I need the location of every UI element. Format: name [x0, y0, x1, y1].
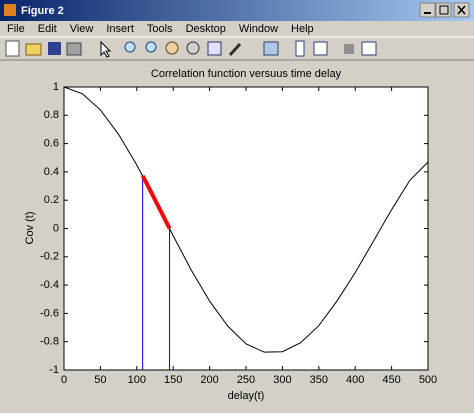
x-tick-label: 50 — [94, 374, 106, 386]
window-title: Figure 2 — [21, 5, 64, 17]
x-tick-label: 450 — [382, 374, 400, 386]
y-tick-label: -1 — [49, 364, 59, 376]
link-icon[interactable] — [263, 41, 279, 56]
y-tick-label: -0.4 — [40, 279, 59, 291]
pan-icon[interactable] — [165, 41, 179, 55]
title-bar — [0, 0, 474, 21]
toolbar — [5, 40, 377, 58]
zoom-out-icon[interactable] — [145, 41, 157, 53]
y-tick-label: -0.6 — [40, 307, 59, 319]
zoom-in-icon[interactable] — [124, 41, 136, 53]
axes-box — [63, 86, 429, 371]
menu-item[interactable]: View — [70, 23, 94, 35]
maximize-button[interactable] — [435, 2, 452, 18]
y-tick-label: 1 — [53, 81, 59, 93]
menu-item[interactable]: File — [7, 23, 25, 35]
x-axis-label: delay(t) — [228, 390, 265, 402]
legend-icon[interactable] — [313, 41, 328, 56]
y-tick-label: -0.2 — [40, 251, 59, 263]
menu-item[interactable]: Help — [291, 23, 314, 35]
y-tick-label: -0.8 — [40, 336, 59, 348]
menu-bar: File Edit View Insert Tools Desktop Window Help — [7, 23, 314, 35]
rotate-icon[interactable] — [186, 41, 200, 55]
menu-item[interactable]: Edit — [38, 23, 57, 35]
x-tick-label: 100 — [128, 374, 146, 386]
print-icon[interactable] — [66, 42, 82, 56]
menu-item[interactable]: Window — [239, 23, 278, 35]
y-tick-label: 0 — [53, 222, 59, 234]
maximize-glyph — [439, 5, 449, 15]
y-tick-label: 0.4 — [44, 166, 59, 178]
open-icon[interactable] — [25, 43, 42, 56]
y-tick-label: 0.8 — [44, 109, 59, 121]
x-tick-label: 250 — [237, 374, 255, 386]
window-buttons — [419, 2, 470, 18]
y-tick-label: 0.6 — [44, 138, 59, 150]
x-tick-label: 400 — [346, 374, 364, 386]
y-axis-label: Cov (t) — [24, 212, 36, 245]
close-glyph — [457, 5, 466, 15]
series-line — [140, 174, 172, 230]
menu-item[interactable]: Desktop — [186, 23, 226, 35]
colorbar-icon[interactable] — [295, 40, 305, 57]
menu-item[interactable]: Tools — [147, 23, 173, 35]
series-line — [63, 86, 429, 353]
minimize-button[interactable] — [419, 2, 436, 18]
menu-item[interactable]: Insert — [106, 23, 134, 35]
new-icon[interactable] — [5, 40, 20, 57]
brush-icon[interactable] — [228, 42, 242, 57]
x-tick-label: 200 — [200, 374, 218, 386]
x-tick-label: 500 — [419, 374, 437, 386]
hide-icon[interactable] — [344, 44, 354, 54]
x-tick-label: 150 — [164, 374, 182, 386]
show-icon[interactable] — [361, 41, 377, 56]
x-tick-label: 350 — [310, 374, 328, 386]
plot-area — [64, 87, 428, 370]
chart-title: Correlation function versuus time delay — [151, 68, 342, 80]
app-icon — [4, 4, 16, 16]
x-tick-label: 0 — [61, 374, 67, 386]
plot: 0 50 100 150 200 250 300 350 400 450 500 -1 -0.8 -0.6… — [40, 81, 437, 386]
y-tick-label: 0.2 — [44, 194, 59, 206]
arrow-icon[interactable] — [100, 40, 112, 58]
datacursor-icon[interactable] — [207, 41, 222, 56]
x-tick-label: 300 — [273, 374, 291, 386]
save-icon[interactable] — [48, 42, 61, 55]
